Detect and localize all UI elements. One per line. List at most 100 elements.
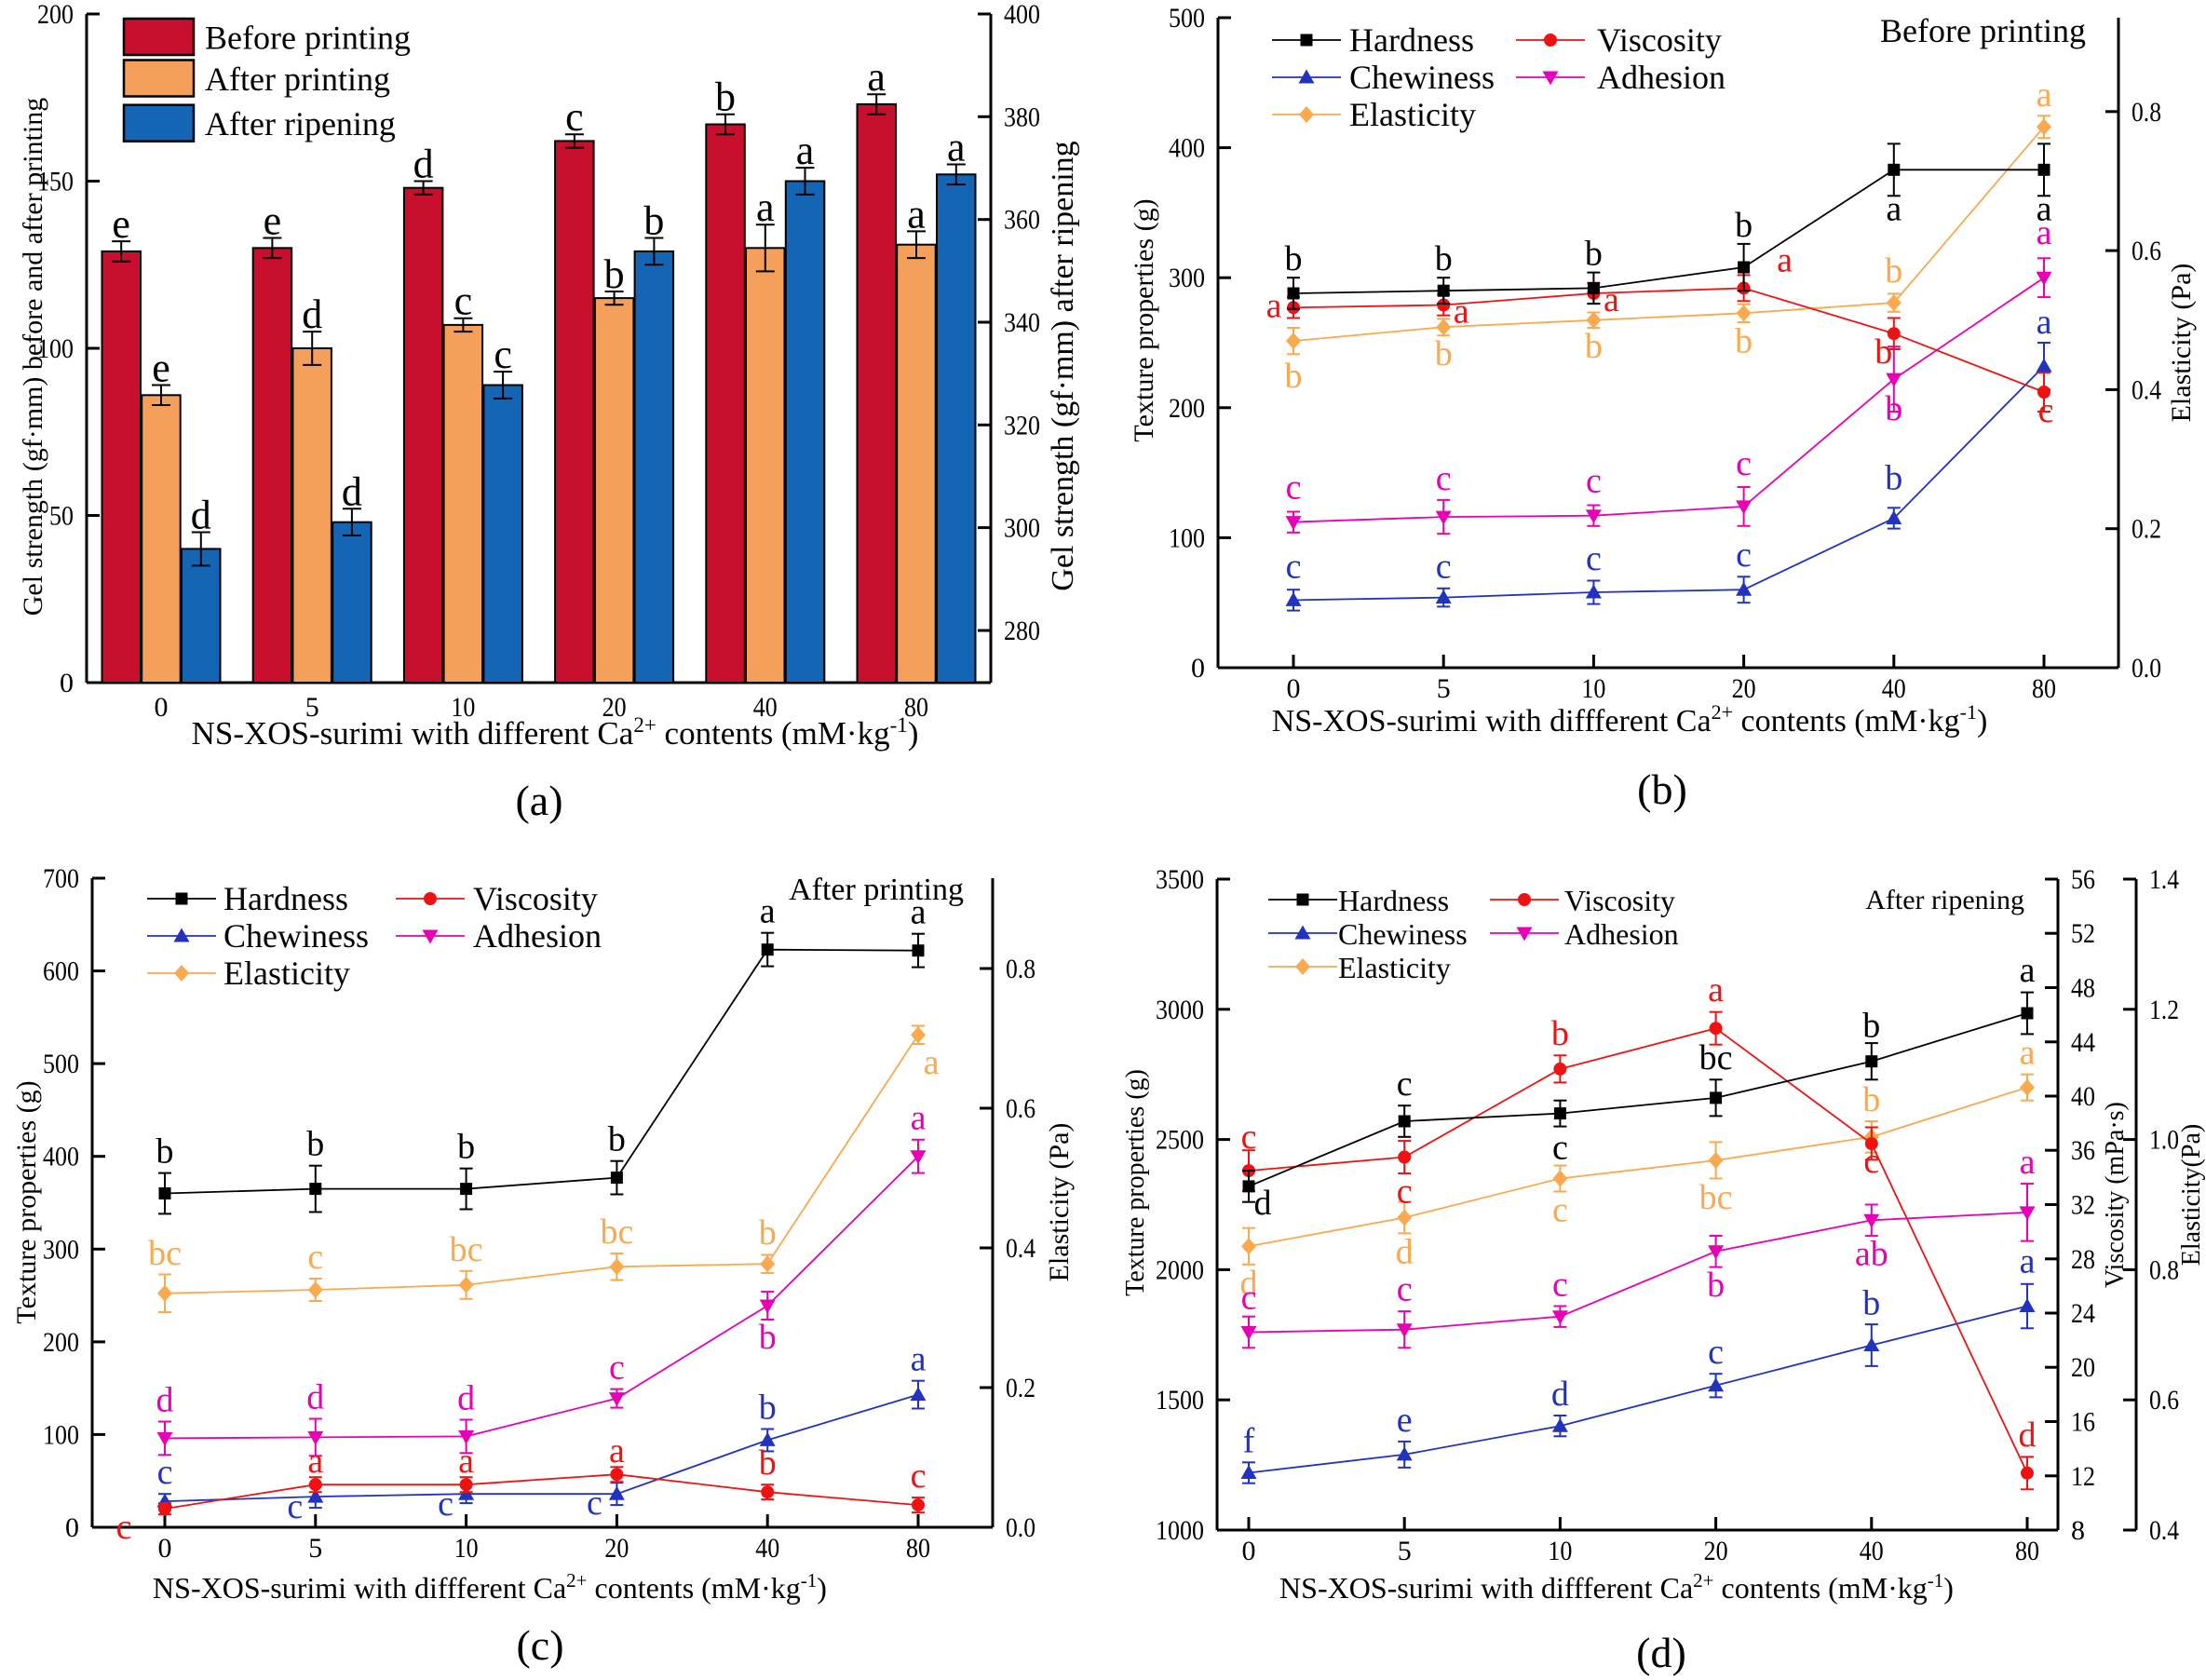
svg-text:a: a [1886, 189, 1901, 228]
svg-text:c: c [1863, 1142, 1879, 1181]
svg-text:0: 0 [1287, 673, 1301, 704]
svg-text:d: d [342, 468, 362, 514]
svg-text:c: c [1552, 1129, 1568, 1168]
svg-text:a: a [911, 1340, 927, 1379]
svg-text:80: 80 [2015, 1536, 2039, 1566]
svg-text:0.6: 0.6 [2149, 1385, 2179, 1416]
svg-text:b: b [1862, 1284, 1880, 1323]
svg-text:c: c [1436, 548, 1452, 587]
svg-text:b: b [1435, 334, 1453, 373]
svg-text:0.8: 0.8 [2149, 1254, 2179, 1285]
svg-text:b: b [715, 75, 736, 120]
svg-text:3500: 3500 [1156, 864, 1204, 895]
svg-text:100: 100 [1169, 522, 1205, 553]
svg-text:c: c [438, 1484, 453, 1524]
svg-text:c: c [1397, 1064, 1413, 1104]
svg-text:0.6: 0.6 [1006, 1093, 1035, 1124]
svg-text:After printing: After printing [789, 873, 964, 907]
svg-text:0.8: 0.8 [1006, 954, 1035, 984]
svg-text:b: b [759, 1318, 777, 1357]
svg-text:c: c [609, 1348, 625, 1388]
svg-text:2000: 2000 [1156, 1254, 1204, 1285]
svg-text:b: b [1862, 1080, 1880, 1119]
svg-text:200: 200 [1169, 393, 1205, 424]
svg-text:d: d [457, 1378, 475, 1417]
svg-text:b: b [608, 1120, 626, 1159]
svg-text:bc: bc [1699, 1038, 1733, 1077]
svg-text:a: a [1708, 970, 1724, 1009]
svg-text:0.4: 0.4 [2132, 374, 2161, 405]
svg-text:Hardness: Hardness [1349, 21, 1474, 59]
svg-text:NS-XOS-surimi with diffferent: NS-XOS-surimi with diffferent Ca2+ conte… [153, 1569, 827, 1605]
svg-text:Elasticity: Elasticity [1349, 96, 1476, 133]
svg-text:0.6: 0.6 [2132, 236, 2161, 266]
svg-text:d: d [2019, 1416, 2037, 1455]
svg-text:a: a [947, 125, 966, 170]
svg-text:b: b [1551, 1014, 1569, 1053]
svg-text:b: b [604, 251, 625, 297]
svg-text:NS-XOS-surimi with diffferent: NS-XOS-surimi with diffferent Ca2+ conte… [1272, 700, 1988, 738]
svg-text:c: c [1736, 535, 1752, 575]
svg-text:400: 400 [43, 1142, 79, 1172]
svg-text:d: d [302, 291, 322, 337]
svg-text:150: 150 [37, 167, 74, 197]
svg-text:Adhesion: Adhesion [473, 917, 602, 955]
svg-text:b: b [1874, 332, 1892, 372]
svg-text:d: d [156, 1380, 174, 1419]
svg-text:10: 10 [454, 1533, 479, 1564]
svg-text:a: a [307, 1442, 323, 1481]
svg-text:c: c [307, 1238, 323, 1277]
svg-text:(d): (d) [1636, 1629, 1686, 1676]
svg-text:Texture properties (g): Texture properties (g) [1129, 198, 1159, 441]
svg-text:Before printing: Before printing [205, 20, 411, 57]
svg-text:1.2: 1.2 [2149, 995, 2179, 1025]
svg-text:44: 44 [2071, 1027, 2095, 1058]
svg-text:c: c [454, 278, 473, 324]
svg-text:a: a [458, 1442, 474, 1481]
svg-text:16: 16 [2071, 1407, 2095, 1438]
svg-text:b: b [1735, 206, 1753, 245]
svg-text:0.0: 0.0 [1006, 1512, 1035, 1543]
svg-text:0.2: 0.2 [2132, 514, 2161, 545]
svg-text:a: a [924, 1043, 940, 1082]
svg-text:bc: bc [450, 1230, 483, 1269]
svg-text:b: b [759, 1213, 777, 1253]
svg-text:c: c [157, 1453, 173, 1492]
svg-text:c: c [1397, 1270, 1413, 1309]
svg-text:b: b [306, 1125, 324, 1164]
svg-text:5: 5 [308, 1533, 322, 1564]
svg-text:b: b [1885, 389, 1902, 428]
svg-text:40: 40 [753, 692, 778, 723]
svg-text:10: 10 [451, 692, 475, 723]
svg-text:0: 0 [60, 668, 74, 698]
svg-text:c: c [1552, 1266, 1568, 1305]
svg-text:5: 5 [1398, 1536, 1412, 1566]
svg-text:a: a [1604, 280, 1619, 319]
svg-text:c: c [2038, 391, 2054, 430]
svg-text:100: 100 [37, 333, 74, 364]
svg-text:320: 320 [1004, 410, 1040, 440]
svg-text:2500: 2500 [1156, 1125, 1204, 1156]
svg-text:Viscosity (mPa·s): Viscosity (mPa·s) [2101, 1102, 2130, 1288]
svg-text:Gel strength (gf·mm) before an: Gel strength (gf·mm) before and after pr… [18, 98, 48, 616]
svg-text:340: 340 [1004, 307, 1040, 338]
svg-text:Before printing: Before printing [1880, 12, 2086, 49]
svg-text:a: a [911, 893, 927, 932]
svg-text:0.4: 0.4 [2149, 1515, 2179, 1546]
svg-text:a: a [2020, 1143, 2036, 1182]
svg-text:c: c [1397, 1172, 1413, 1212]
svg-text:12: 12 [2071, 1461, 2095, 1492]
svg-text:a: a [1454, 292, 1469, 332]
svg-text:a: a [2037, 303, 2052, 342]
svg-text:b: b [1862, 1007, 1880, 1046]
svg-text:c: c [565, 94, 584, 140]
svg-text:Viscosity: Viscosity [1597, 21, 1722, 59]
svg-text:c: c [1586, 539, 1602, 578]
svg-text:e: e [1397, 1401, 1413, 1440]
svg-text:Texture properties (g): Texture properties (g) [1121, 1069, 1150, 1296]
svg-text:b: b [1285, 357, 1303, 396]
svg-text:0.8: 0.8 [2132, 97, 2161, 128]
svg-text:Hardness: Hardness [1338, 884, 1449, 917]
svg-text:Viscosity: Viscosity [1564, 884, 1675, 917]
svg-text:36: 36 [2071, 1135, 2095, 1166]
